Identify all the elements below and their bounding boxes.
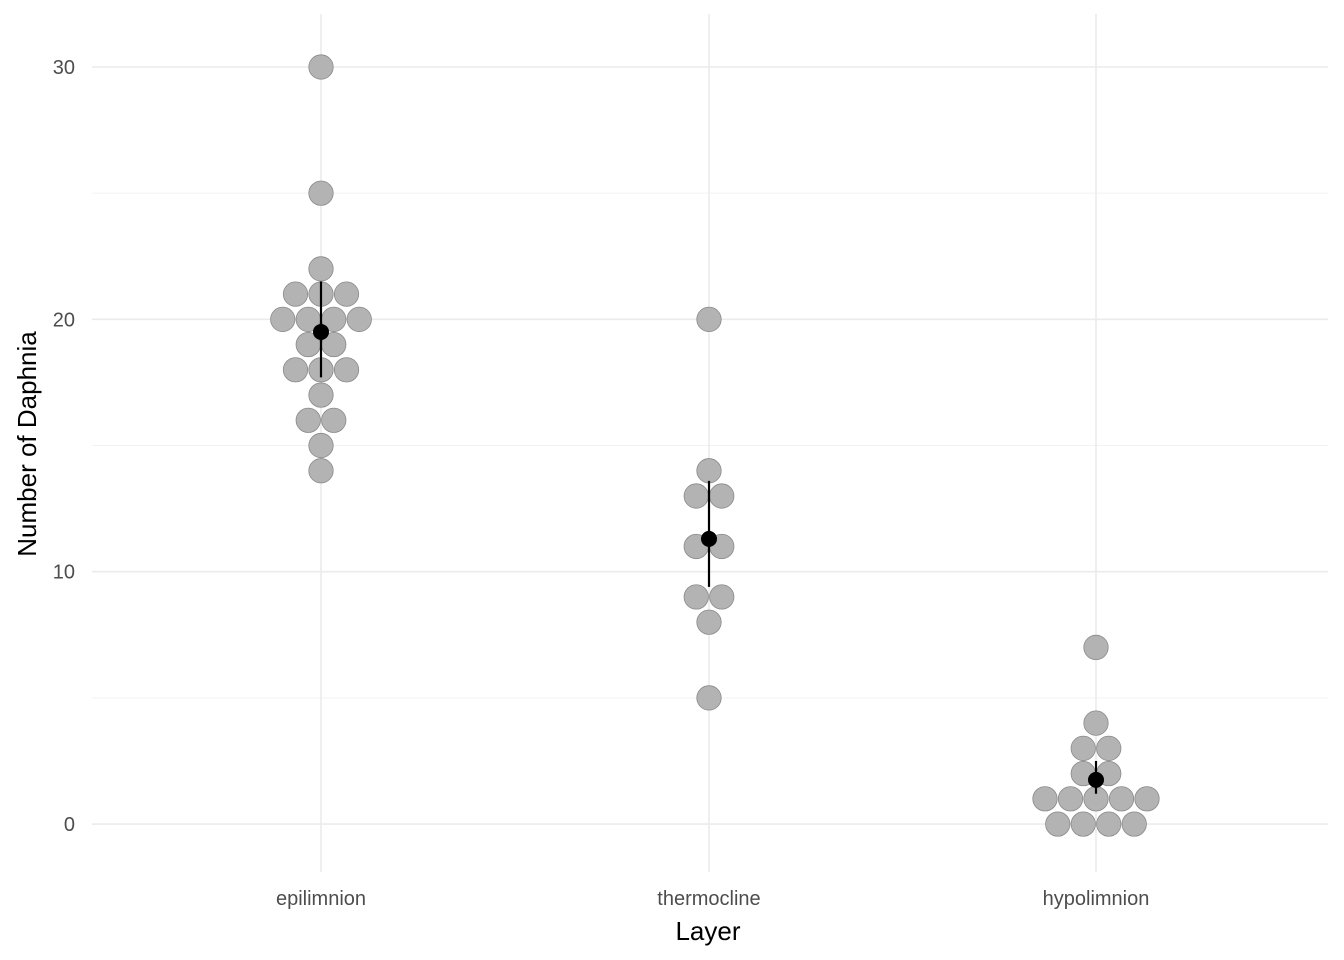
- data-dots: [270, 54, 1160, 837]
- data-point: [1121, 811, 1147, 837]
- data-point: [321, 407, 347, 433]
- data-point: [308, 180, 334, 206]
- y-tick-label: 20: [53, 309, 75, 331]
- y-tick-label: 0: [64, 814, 75, 836]
- data-point: [282, 357, 309, 383]
- y-tick-label: 10: [53, 562, 75, 584]
- data-point: [1083, 634, 1109, 661]
- mean-summaries: [313, 281, 1104, 794]
- mean-point: [313, 323, 329, 340]
- y-axis-title: Number of Daphnia: [12, 331, 42, 557]
- mean-point: [1088, 771, 1104, 788]
- y-tick-label: 30: [53, 57, 75, 79]
- y-axis-tick-labels: 0 10 20 30: [53, 57, 75, 836]
- mean-point: [701, 530, 717, 547]
- data-point: [1134, 786, 1160, 812]
- data-point: [1070, 811, 1096, 837]
- data-point: [1096, 811, 1122, 837]
- data-point: [696, 306, 722, 332]
- data-point: [308, 458, 334, 484]
- data-point: [333, 281, 360, 307]
- data-point: [333, 357, 360, 383]
- x-axis-title: Layer: [675, 916, 740, 946]
- data-point: [683, 483, 709, 509]
- data-point: [709, 483, 735, 509]
- data-point: [1096, 735, 1122, 761]
- data-point: [308, 432, 334, 459]
- data-point: [1057, 786, 1084, 812]
- x-tick-label: epilimnion: [276, 888, 366, 910]
- data-point: [308, 54, 334, 80]
- grid-lines: [92, 14, 1328, 872]
- data-point: [1108, 786, 1135, 812]
- data-point: [1045, 811, 1071, 837]
- data-point: [346, 306, 372, 332]
- data-point: [308, 382, 334, 408]
- x-axis-tick-labels: epilimnion thermocline hypolimnion: [276, 888, 1149, 910]
- data-point: [1070, 735, 1096, 761]
- data-point: [295, 407, 321, 433]
- data-point: [696, 609, 722, 635]
- data-point: [696, 458, 722, 484]
- x-tick-label: hypolimnion: [1043, 888, 1150, 910]
- data-point: [683, 584, 709, 610]
- data-point: [270, 306, 296, 332]
- data-point: [308, 256, 334, 282]
- x-tick-label: thermocline: [657, 888, 760, 910]
- data-point: [1083, 710, 1109, 736]
- data-point: [696, 685, 722, 711]
- data-point: [709, 584, 735, 610]
- data-point: [282, 281, 309, 307]
- data-point: [1032, 786, 1058, 812]
